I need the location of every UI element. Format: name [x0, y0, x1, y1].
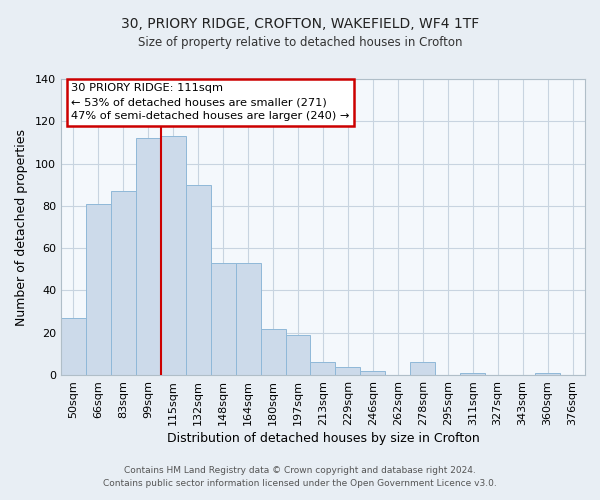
Bar	[410, 362, 435, 375]
Bar	[535, 373, 560, 375]
Text: Size of property relative to detached houses in Crofton: Size of property relative to detached ho…	[138, 36, 462, 49]
Bar	[211, 263, 236, 375]
Bar	[260, 328, 286, 375]
X-axis label: Distribution of detached houses by size in Crofton: Distribution of detached houses by size …	[167, 432, 479, 445]
Bar	[136, 138, 161, 375]
Bar	[335, 366, 361, 375]
Bar	[186, 184, 211, 375]
Bar	[236, 263, 260, 375]
Text: 30 PRIORY RIDGE: 111sqm
← 53% of detached houses are smaller (271)
47% of semi-d: 30 PRIORY RIDGE: 111sqm ← 53% of detache…	[71, 84, 350, 122]
Bar	[361, 371, 385, 375]
Text: 30, PRIORY RIDGE, CROFTON, WAKEFIELD, WF4 1TF: 30, PRIORY RIDGE, CROFTON, WAKEFIELD, WF…	[121, 18, 479, 32]
Bar	[286, 335, 310, 375]
Bar	[460, 373, 485, 375]
Text: Contains HM Land Registry data © Crown copyright and database right 2024.
Contai: Contains HM Land Registry data © Crown c…	[103, 466, 497, 487]
Bar	[161, 136, 186, 375]
Bar	[61, 318, 86, 375]
Bar	[111, 191, 136, 375]
Bar	[86, 204, 111, 375]
Y-axis label: Number of detached properties: Number of detached properties	[15, 128, 28, 326]
Bar	[310, 362, 335, 375]
